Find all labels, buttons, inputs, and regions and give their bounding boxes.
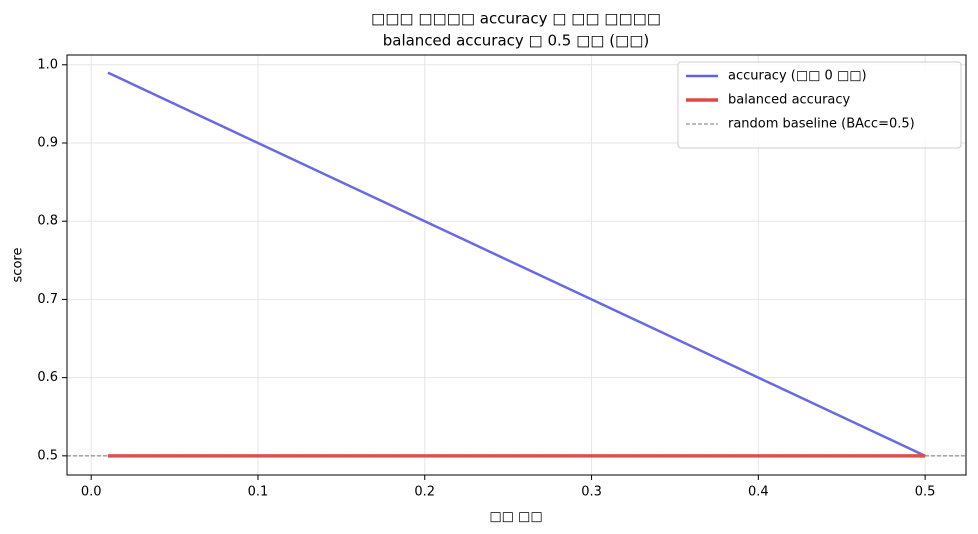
y-tick-label: 0.8 [37, 214, 58, 229]
plot-frame [66, 54, 967, 476]
x-tick-label: 0.4 [748, 485, 769, 500]
y-tick-label: 0.6 [37, 370, 58, 385]
legend-label: balanced accuracy [728, 93, 851, 108]
x-tick-label: 0.0 [81, 485, 102, 500]
x-tick-label: 0.1 [248, 485, 269, 500]
y-tick-label: 0.9 [37, 135, 58, 150]
legend-label: accuracy (□□ 0 □□) [728, 69, 867, 84]
x-tick-label: 0.3 [581, 485, 602, 500]
y-tick-label: 0.5 [37, 448, 58, 463]
y-tick-label: 1.0 [37, 57, 58, 72]
legend-label: random baseline (BAcc=0.5) [728, 117, 915, 132]
chart-title: □□□ □□□□ accuracy □ □□ □□□□ [371, 10, 661, 28]
x-tick-label: 0.5 [915, 485, 936, 500]
y-tick-label: 0.7 [37, 292, 58, 307]
x-tick-label: 0.2 [414, 485, 435, 500]
legend-box [677, 61, 962, 149]
x-axis-label: □□ □□ [489, 510, 542, 525]
y-axis-label: score [11, 248, 26, 283]
series-line [107, 71, 926, 457]
chart-title: balanced accuracy □ 0.5 □□ (□□) [383, 32, 650, 50]
